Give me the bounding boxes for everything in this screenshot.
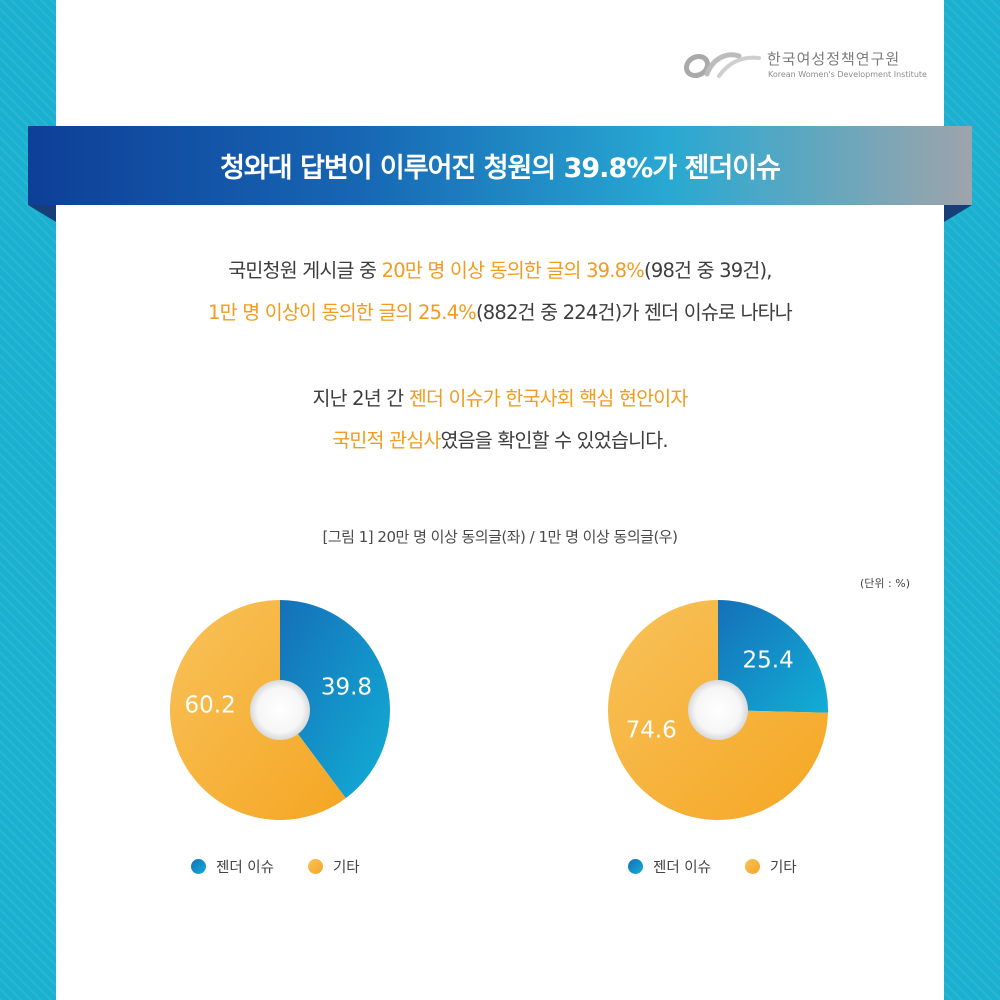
paragraph2-line2: 국민적 관심사였음을 확인할 수 있었습니다. <box>56 424 944 453</box>
legend-label-gender: 젠더 이슈 <box>216 859 274 876</box>
institute-logo: 한국여성정책연구원 Korean Women's Development Ins… <box>683 46 927 86</box>
legend-label-other: 기타 <box>332 859 360 876</box>
logo-korean-name: 한국여성정책연구원 <box>767 50 901 68</box>
unit-label: (단위 : %) <box>860 577 910 590</box>
p1-l1-highlight: 20만 명 이상 동의한 글의 39.8% <box>381 259 645 282</box>
donut-hole <box>250 680 310 740</box>
legend-item-gender: 젠더 이슈 <box>191 856 274 877</box>
legend-left: 젠더 이슈 기타 <box>191 855 360 877</box>
paragraph1-line2: 1만 명 이상이 동의한 글의 25.4%(882건 중 224건)가 젠더 이… <box>56 296 944 325</box>
slice-gender <box>280 600 390 799</box>
paragraph2-line1: 지난 2년 간 젠더 이슈가 한국사회 핵심 현안이자 <box>56 382 944 411</box>
data-label-gender: 39.8 <box>321 674 372 700</box>
ribbon-fold-right <box>944 205 972 222</box>
legend-item-other: 기타 <box>307 856 360 877</box>
data-label-other: 60.2 <box>185 692 236 718</box>
legend-label-gender: 젠더 이슈 <box>653 859 711 876</box>
p1-l1-text-b: (98건 중 39건), <box>644 259 772 282</box>
p1-l2-text: (882건 중 224건)가 젠더 이슈로 나타나 <box>476 301 793 324</box>
legend-dot-other <box>744 858 760 874</box>
legend-label-other: 기타 <box>769 859 797 876</box>
ribbon-fold-left <box>28 205 56 222</box>
legend-item-other: 기타 <box>744 856 797 877</box>
legend-item-gender: 젠더 이슈 <box>628 856 711 877</box>
legend-dot-gender <box>191 858 206 874</box>
p1-l2-highlight: 1만 명 이상이 동의한 글의 25.4% <box>208 301 477 324</box>
figure-caption: [그림 1] 20만 명 이상 동의글(좌) / 1만 명 이상 동의글(우) <box>322 528 678 546</box>
legend-dot-other <box>307 858 323 874</box>
paragraph1-line1: 국민청원 게시글 중 20만 명 이상 동의한 글의 39.8%(98건 중 3… <box>56 254 944 283</box>
donut-hole <box>688 680 748 740</box>
legend-right: 젠더 이슈 기타 <box>628 855 797 877</box>
data-label-other: 74.6 <box>626 717 677 743</box>
title-ribbon: 청와대 답변이 이루어진 청원의 39.8%가 젠더이슈 <box>28 126 972 205</box>
p2-l2-text: 였음을 확인할 수 있었습니다. <box>440 429 668 452</box>
p2-l2-highlight: 국민적 관심사 <box>332 429 441 452</box>
donut-chart-left: 39.8 60.2 <box>169 600 390 820</box>
slice-gender <box>718 600 828 713</box>
p1-l1-text-a: 국민청원 게시글 중 <box>228 259 382 282</box>
p2-l1-text: 지난 2년 간 <box>312 387 409 410</box>
legend-dot-gender <box>628 858 643 874</box>
page-title: 청와대 답변이 이루어진 청원의 39.8%가 젠더이슈 <box>220 153 781 184</box>
donut-chart-right: 25.4 74.6 <box>608 600 828 820</box>
p2-l1-highlight: 젠더 이슈가 한국사회 핵심 현안이자 <box>408 387 689 410</box>
data-label-gender: 25.4 <box>743 648 794 674</box>
logo-english-name: Korean Women's Development Institute <box>768 70 927 79</box>
logo-mark-icon <box>683 52 761 79</box>
